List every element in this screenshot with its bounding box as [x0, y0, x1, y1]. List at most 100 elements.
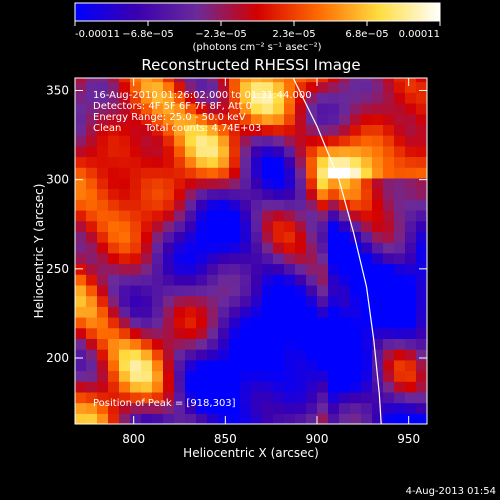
heatmap-cell [152, 102, 164, 115]
heatmap-cell [163, 231, 175, 243]
heatmap-cell [130, 135, 142, 147]
heatmap-cell [75, 370, 87, 382]
heatmap-cell [284, 402, 296, 414]
heatmap-cell [372, 209, 384, 222]
heatmap-cell [152, 252, 164, 265]
heatmap-cell [361, 220, 373, 232]
heatmap-cell [229, 306, 241, 318]
heatmap-cell [394, 338, 406, 350]
heatmap-cell [361, 199, 373, 211]
heatmap-cell [86, 359, 98, 372]
heatmap-cell [361, 135, 373, 147]
heatmap-cell [317, 81, 329, 93]
heatmap-cell [295, 338, 307, 350]
heatmap-cell [339, 306, 351, 318]
heatmap-cell [350, 92, 362, 104]
heatmap-cell [350, 263, 362, 275]
heatmap-cell [185, 338, 197, 350]
colorbar-tick-label: 2.3e−05 [272, 29, 315, 40]
heatmap-cell [317, 78, 329, 83]
heatmap-cell [130, 145, 142, 158]
heatmap-cell [284, 370, 296, 382]
heatmap-cell [174, 188, 186, 200]
heatmap-cell [394, 242, 406, 254]
heatmap-cell [416, 295, 427, 307]
heatmap-cell [163, 413, 175, 424]
heatmap-cell [295, 327, 307, 339]
heatmap-cell [317, 242, 329, 254]
heatmap-cell [328, 135, 340, 147]
heatmap-cell [152, 177, 164, 190]
heatmap-cell [328, 209, 340, 222]
heatmap-cell [262, 78, 274, 83]
heatmap-cell [218, 209, 230, 222]
heatmap-cell [108, 220, 120, 232]
heatmap-cell [185, 349, 197, 361]
heatmap-cell [295, 92, 307, 104]
heatmap-cell [185, 242, 197, 254]
heatmap-cell [75, 78, 87, 83]
heatmap-cell [97, 413, 109, 424]
heatmap-cell [383, 306, 395, 318]
heatmap-cell [328, 338, 340, 350]
heatmap-cell [108, 188, 120, 200]
heatmap-cell [317, 284, 329, 297]
heatmap-cell [218, 338, 230, 350]
heatmap-cell [350, 135, 362, 147]
heatmap-cell [86, 381, 98, 393]
heatmap-cell [185, 177, 197, 190]
heatmap-cell [152, 199, 164, 211]
heatmap-cell [284, 252, 296, 265]
heatmap-cell [185, 370, 197, 382]
heatmap-cell [405, 231, 417, 243]
heatmap-cell [339, 359, 351, 372]
heatmap-cell [262, 263, 274, 275]
heatmap-cell [97, 78, 109, 83]
heatmap-cell [328, 242, 340, 254]
heatmap-cell [174, 78, 186, 83]
heatmap-cell [218, 413, 230, 424]
heatmap-cell [273, 209, 285, 222]
heatmap-cell [218, 327, 230, 339]
heatmap-cell [119, 199, 131, 211]
heatmap-cell [119, 92, 131, 104]
heatmap-cell [405, 327, 417, 339]
heatmap-cell [196, 92, 208, 104]
heatmap-cell [284, 316, 296, 329]
heatmap-cell [163, 402, 175, 414]
heatmap-cell [163, 391, 175, 404]
heatmap-cell [350, 145, 362, 158]
heatmap-cell [284, 92, 296, 104]
heatmap-cell [251, 284, 263, 297]
heatmap-cell [163, 92, 175, 104]
heatmap-cell [152, 81, 164, 93]
heatmap-cell [262, 413, 274, 424]
heatmap-cell [207, 156, 219, 168]
heatmap-cell [405, 124, 417, 136]
heatmap-cell [295, 167, 307, 179]
heatmap-cell [383, 413, 395, 424]
heatmap-cell [218, 145, 230, 158]
heatmap-cell [130, 274, 142, 286]
heatmap-cell [141, 188, 153, 200]
heatmap-cell [273, 327, 285, 339]
heatmap-cell [108, 274, 120, 286]
heatmap-cell [207, 306, 219, 318]
heatmap-cell [405, 199, 417, 211]
heatmap-cell [273, 263, 285, 275]
heatmap-cell [394, 177, 406, 190]
heatmap-cell [273, 284, 285, 297]
heatmap-cell [328, 391, 340, 404]
heatmap-cell [240, 316, 252, 329]
heatmap-cell [262, 242, 274, 254]
heatmap-cell [328, 370, 340, 382]
heatmap-cell [86, 145, 98, 158]
heatmap-cell [141, 295, 153, 307]
heatmap-cell [229, 391, 241, 404]
heatmap-cell [295, 113, 307, 125]
heatmap-cell [306, 370, 318, 382]
heatmap-cell [361, 391, 373, 404]
heatmap-cell [196, 156, 208, 168]
heatmap-cell [119, 188, 131, 200]
heatmap-cell [163, 338, 175, 350]
